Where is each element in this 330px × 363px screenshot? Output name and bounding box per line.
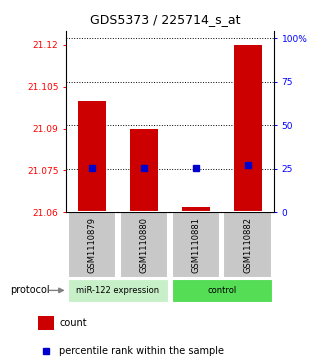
Text: miR-122 expression: miR-122 expression (77, 286, 159, 295)
Text: count: count (59, 318, 87, 328)
Text: control: control (207, 286, 237, 295)
Text: GSM1110881: GSM1110881 (191, 217, 200, 273)
Bar (68, 279, 168, 302)
Bar (182, 207, 210, 212)
Bar (130, 129, 158, 212)
Text: percentile rank within the sample: percentile rank within the sample (59, 346, 224, 356)
Bar (172, 279, 272, 302)
Bar (119, 212, 168, 278)
Text: GDS5373 / 225714_s_at: GDS5373 / 225714_s_at (90, 13, 240, 26)
Bar (234, 45, 262, 212)
Text: GSM1110880: GSM1110880 (140, 217, 148, 273)
Text: protocol: protocol (10, 285, 50, 295)
Bar (78, 101, 106, 212)
Text: GSM1110879: GSM1110879 (87, 217, 96, 273)
Bar (68, 212, 116, 278)
Bar (223, 212, 272, 278)
Bar (172, 212, 220, 278)
Bar (38, 315, 54, 330)
Text: GSM1110882: GSM1110882 (244, 217, 252, 273)
